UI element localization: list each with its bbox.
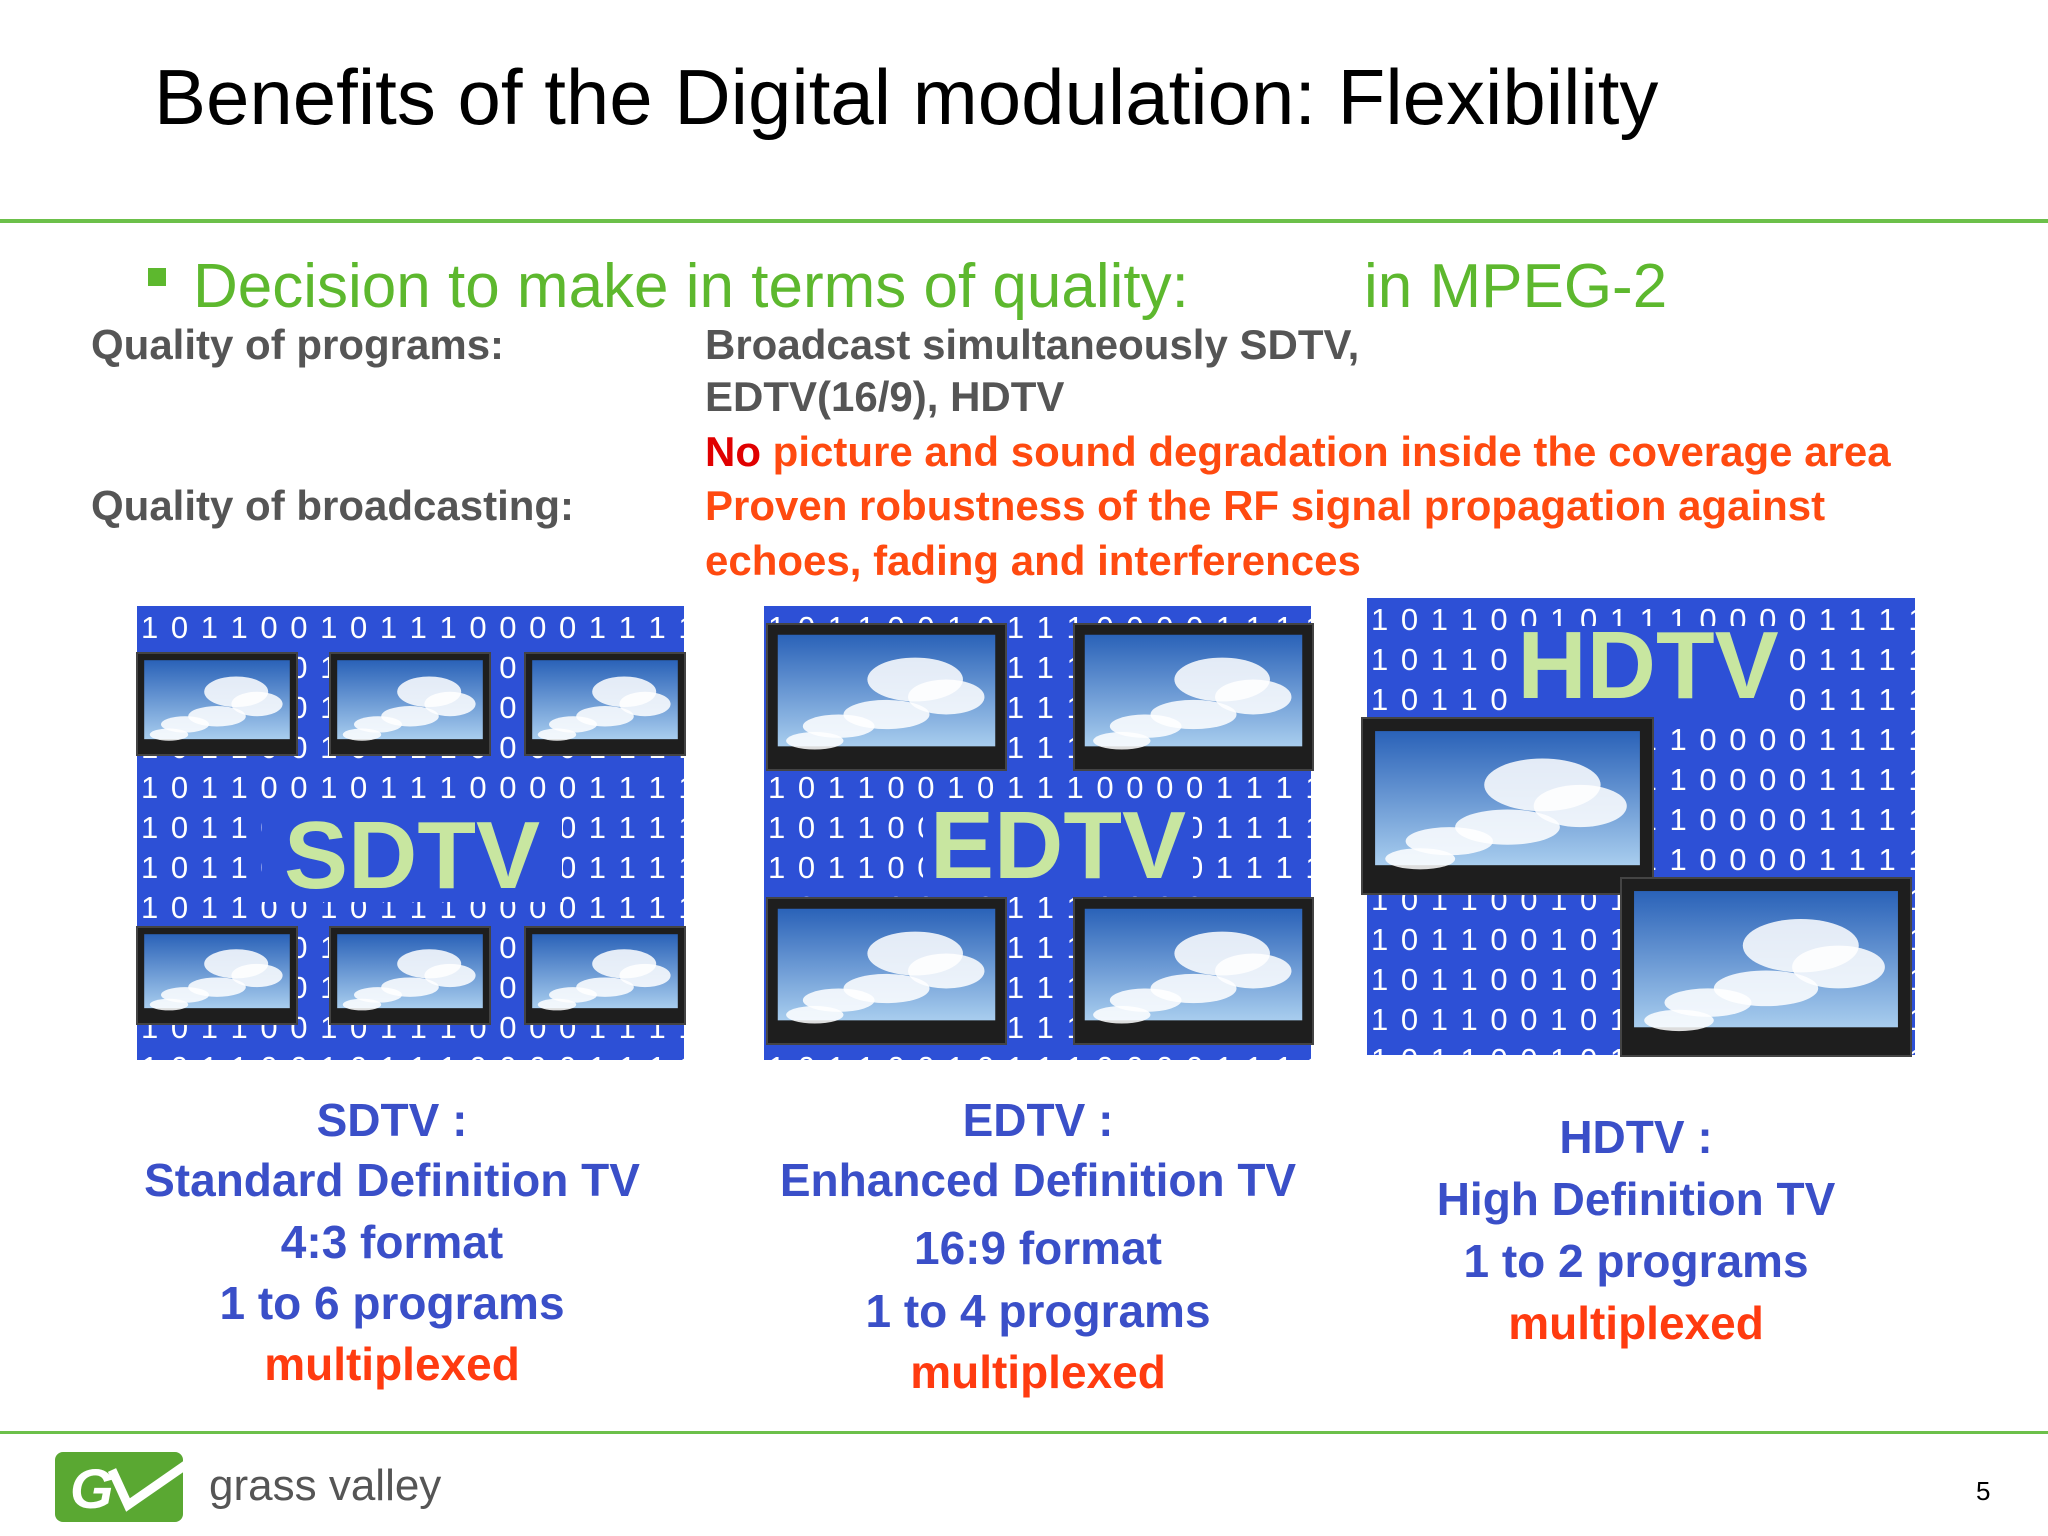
cloud [1150, 973, 1237, 1004]
caption-line: 1 to 2 programs [1463, 1235, 1808, 1287]
binary-row: 1 0 1 1 0 0 1 0 1 1 1 0 0 0 0 1 1 1 1 [141, 610, 698, 645]
cloud [908, 953, 985, 989]
caption-line: Standard Definition TV [144, 1154, 640, 1206]
caption-line: 4:3 format [281, 1216, 503, 1268]
binary-row: 1 0 1 1 0 0 1 0 1 1 1 0 0 0 0 1 1 1 1 [768, 1050, 1325, 1085]
cloud [843, 699, 930, 730]
cloud [786, 732, 844, 750]
cloud [908, 679, 985, 715]
cloud [188, 977, 246, 997]
bullet-marker [148, 268, 166, 286]
caption-line: SDTV : [317, 1094, 468, 1146]
panel: 1 0 1 1 0 0 1 0 1 1 1 0 0 0 0 1 1 1 1 1 0… [764, 606, 1325, 1085]
footer-rule [0, 1431, 2048, 1434]
caption-line: HDTV : [1559, 1111, 1712, 1163]
cloud [424, 963, 476, 988]
quality-label: Quality of programs: [91, 321, 504, 368]
brand: grass valley [209, 1461, 441, 1510]
cloud [1455, 809, 1560, 845]
cloud [1792, 945, 1885, 989]
quality-line: Broadcast simultaneously SDTV, [705, 321, 1359, 368]
cloud [149, 998, 189, 1011]
header-rule [0, 219, 2048, 223]
panel: 1 0 1 1 0 0 1 0 1 1 1 0 0 0 0 1 1 1 1 1 0… [136, 606, 698, 1085]
binary-row: 1 0 1 1 0 0 1 0 1 1 1 0 0 0 0 1 1 1 1 [768, 770, 1325, 805]
highlight-text: picture and sound degradation inside the… [773, 428, 1892, 475]
label-backing [262, 816, 562, 902]
cloud [619, 963, 671, 988]
label-backing [1508, 626, 1788, 712]
cloud [1215, 953, 1292, 989]
quality-label: Quality of broadcasting: [91, 482, 574, 529]
cloud [188, 706, 246, 727]
title: Benefits of the Digital modulation: Flex… [154, 53, 1658, 141]
binary-row: 1 0 1 1 0 0 1 0 1 1 1 0 0 0 0 1 1 1 1 [141, 1050, 698, 1085]
bullet-suffix: in MPEG-2 [1364, 252, 1667, 321]
cloud [381, 977, 439, 997]
cloud [342, 998, 382, 1011]
cloud [619, 691, 671, 717]
page-number: 5 [1976, 1476, 1990, 1506]
cloud [786, 1006, 844, 1024]
panel-label: HDTV [1517, 612, 1778, 719]
highlight-lead: No [705, 428, 761, 475]
label-backing [923, 806, 1193, 892]
logo: G [55, 1451, 203, 1522]
binary-row: 1 0 1 1 0 0 1 0 1 1 1 0 0 0 0 1 1 1 1 [141, 770, 698, 805]
caption-line: 16:9 format [914, 1222, 1162, 1274]
caption-line: 1 to 6 programs [219, 1277, 564, 1329]
cloud [1093, 1006, 1151, 1024]
cloud [1093, 732, 1151, 750]
quality-highlight: No picture and sound degradation inside … [705, 428, 1891, 475]
caption-line: Enhanced Definition TV [780, 1154, 1297, 1206]
cloud [1713, 970, 1819, 1007]
caption-emphasis: multiplexed [1508, 1297, 1764, 1349]
cloud [537, 998, 577, 1011]
panel-label: SDTV [284, 802, 540, 909]
caption-line: 1 to 4 programs [865, 1285, 1210, 1337]
cloud [1533, 784, 1627, 828]
caption-emphasis: multiplexed [264, 1338, 520, 1390]
cloud [381, 706, 439, 727]
caption-line: EDTV : [963, 1094, 1114, 1146]
quality-line: EDTV(16/9), HDTV [705, 373, 1064, 420]
panel-label: EDTV [930, 792, 1186, 899]
cloud [1215, 679, 1292, 715]
cloud [231, 691, 283, 717]
cloud [1644, 1009, 1714, 1032]
cloud [576, 977, 634, 997]
quality-line: echoes, fading and interferences [705, 537, 1361, 584]
cloud [424, 691, 476, 717]
cloud [231, 963, 283, 988]
panel: 1 0 1 1 0 0 1 0 1 1 1 0 0 0 0 1 1 1 11 0… [1361, 598, 1915, 1057]
cloud [843, 973, 930, 1004]
quality-line: Proven robustness of the RF signal propa… [705, 482, 1825, 529]
cloud [1150, 699, 1237, 730]
cloud [537, 728, 577, 741]
caption-emphasis: multiplexed [910, 1346, 1166, 1398]
svg-text:G: G [70, 1457, 114, 1520]
cloud [149, 728, 189, 741]
bullet-text: Decision to make in terms of quality: [193, 252, 1189, 321]
cloud [1385, 848, 1456, 870]
cloud [576, 706, 634, 727]
cloud [342, 728, 382, 741]
caption-line: High Definition TV [1437, 1173, 1836, 1225]
